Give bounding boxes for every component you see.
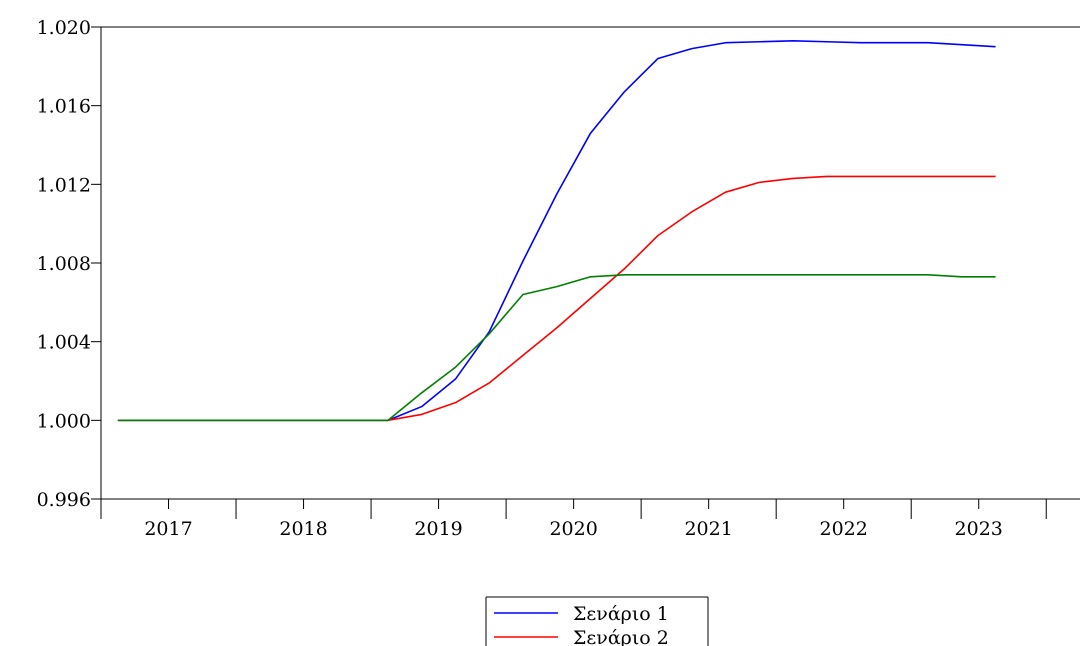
y-tick-label: 0.996 [37,489,91,511]
y-tick-label: 1.020 [37,17,91,39]
plot-lines [117,39,996,422]
series-line-2 [117,175,996,422]
x-tick-label: 2021 [684,518,732,540]
x-tick-label: 2017 [144,518,192,540]
chart-axes: 0.996 1.000 1.004 1.008 1.012 1.016 1.020 2017 2… [37,17,1080,540]
y-tick-label: 1.012 [37,174,91,196]
x-tick-label: 2022 [820,518,868,540]
x-tick-label: 2023 [955,518,1003,540]
series-line-3 [117,273,996,422]
legend-label-2: Σενάριο 2 [573,627,669,646]
y-tick-label: 1.016 [37,96,91,118]
series-line-1 [117,39,996,422]
x-tick-label: 2018 [279,518,327,540]
x-tick-label: 2019 [414,518,462,540]
legend-label-1: Σενάριο 1 [573,603,669,625]
y-tick-label: 1.008 [37,253,91,275]
y-tick-label: 1.000 [37,410,91,432]
y-tick-label: 1.004 [37,332,91,354]
x-tick-label: 2020 [549,518,597,540]
